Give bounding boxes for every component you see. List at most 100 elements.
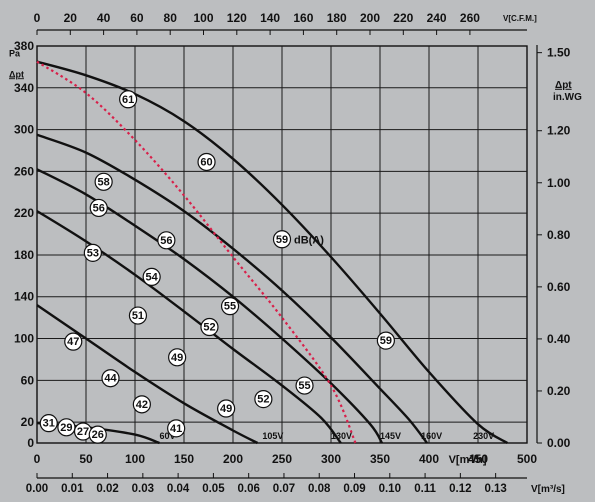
y-tick-label: 20 [21, 415, 35, 429]
top-tick-label: 260 [460, 11, 480, 25]
x-tick-label: 500 [517, 452, 537, 466]
flow-tick-label: 0.02 [96, 483, 118, 495]
db-marker-value: 59 [276, 234, 288, 246]
flow-tick-label: 0.09 [343, 483, 365, 495]
top-tick-label: 140 [260, 11, 280, 25]
right-tick-label: 0.00 [547, 436, 571, 450]
x-axis-label: V[m³/h] [449, 454, 487, 466]
db-unit-label: dB(A) [294, 234, 324, 246]
db-marker [217, 399, 236, 418]
voltage-label: 230V [473, 431, 494, 441]
flow-tick-label: 0.12 [449, 483, 471, 495]
db-marker-value: 55 [224, 301, 236, 313]
db-marker-value: 52 [257, 394, 269, 406]
y-tick-label: 340 [14, 81, 34, 95]
flow-tick-label: 0.10 [379, 483, 401, 495]
flow-tick-label: 0.13 [484, 483, 506, 495]
db-marker-value: 54 [146, 271, 159, 283]
top-axis-label: V[C.F.M.] [503, 14, 537, 23]
sound-level-markers: 61 60 59 59 58 56 56 55 55 54 53 52 52 51 49 49 47 44 42 41… [39, 90, 395, 444]
top-tick-label: 120 [227, 11, 247, 25]
db-marker-value: 51 [132, 310, 144, 322]
db-marker [83, 243, 102, 262]
top-tick-label: 240 [427, 11, 447, 25]
right-tick-label: 0.60 [547, 280, 571, 294]
top-tick-label: 200 [360, 11, 380, 25]
db-marker [142, 267, 161, 286]
db-marker [376, 331, 395, 350]
db-marker [272, 230, 292, 249]
x-tick-label: 200 [223, 452, 243, 466]
db-marker-value: 41 [170, 423, 182, 435]
x-tick-label: 100 [125, 452, 145, 466]
x-tick-label: 300 [321, 452, 341, 466]
db-marker-value: 52 [203, 322, 215, 334]
db-marker [57, 418, 76, 437]
flow-tick-label: 0.06 [237, 483, 259, 495]
db-marker [94, 172, 113, 191]
flow-tick-label: 0.03 [132, 483, 154, 495]
y-tick-label: 140 [14, 290, 34, 304]
top-tick-label: 60 [130, 11, 144, 25]
grid [36, 45, 528, 444]
db-marker-value: 55 [298, 380, 310, 392]
top-tick-label: 220 [393, 11, 413, 25]
top-tick-label: 180 [327, 11, 347, 25]
db-marker [295, 376, 314, 395]
y-axis-label: Δpt [9, 69, 24, 79]
right-tick-label: 0.80 [547, 228, 571, 242]
db-marker [89, 198, 108, 218]
flow-tick-label: 0.07 [273, 483, 295, 495]
y-tick-label: 100 [14, 332, 34, 346]
x-tick-label: 450 [468, 452, 488, 466]
db-marker-value: 42 [136, 399, 148, 411]
db-marker [128, 306, 148, 325]
fan-curve-105v [36, 304, 259, 445]
voltage-label: 160V [421, 431, 442, 441]
x-tick-label: 250 [272, 452, 292, 466]
right-tick-label: 1.00 [547, 176, 571, 190]
top-tick-label: 0 [34, 11, 41, 25]
x-tick-label: 150 [174, 452, 194, 466]
db-marker [88, 425, 107, 444]
db-marker [39, 414, 58, 433]
db-marker [220, 297, 240, 316]
voltage-label: 60V [160, 431, 176, 441]
y-tick-label: 60 [21, 373, 35, 387]
db-marker [197, 152, 216, 172]
flow-tick-label: 0.04 [167, 483, 190, 495]
db-marker [200, 317, 219, 337]
top-tick-label: 160 [293, 11, 313, 25]
db-marker [119, 90, 138, 109]
db-marker [64, 332, 83, 351]
top-tick-label: 80 [164, 11, 178, 25]
voltage-label: 105V [262, 431, 283, 441]
db-marker-value: 47 [67, 336, 79, 348]
flow-tick-label: 0.05 [202, 483, 225, 495]
x-tick-label: 400 [419, 452, 439, 466]
flow-tick-label: 0.01 [61, 483, 84, 495]
db-marker-value: 31 [43, 418, 55, 430]
x-tick-label: 50 [79, 452, 93, 466]
voltage-label: 130V [331, 431, 352, 441]
y-tick-label: 260 [14, 164, 34, 178]
right-axis-unit: in.WG [553, 92, 582, 103]
db-marker-value: 44 [104, 373, 117, 385]
x-tick-label: 350 [370, 452, 390, 466]
y-tick-label: 220 [14, 206, 34, 220]
db-marker-value: 29 [60, 422, 72, 434]
y-tick-label: 0 [27, 436, 34, 450]
db-marker-value: 49 [220, 403, 232, 415]
db-marker-value: 27 [77, 426, 89, 438]
right-tick-label: 1.50 [547, 46, 571, 60]
db-marker [132, 395, 151, 414]
db-marker [167, 419, 186, 438]
top-tick-label: 100 [193, 11, 213, 25]
db-marker [157, 231, 176, 250]
db-marker-value: 59 [380, 335, 392, 347]
right-tick-label: 1.20 [547, 124, 571, 138]
db-marker-value: 49 [171, 352, 183, 364]
right-tick-label: 0.40 [547, 332, 571, 346]
flow-tick-label: 0.00 [26, 483, 48, 495]
